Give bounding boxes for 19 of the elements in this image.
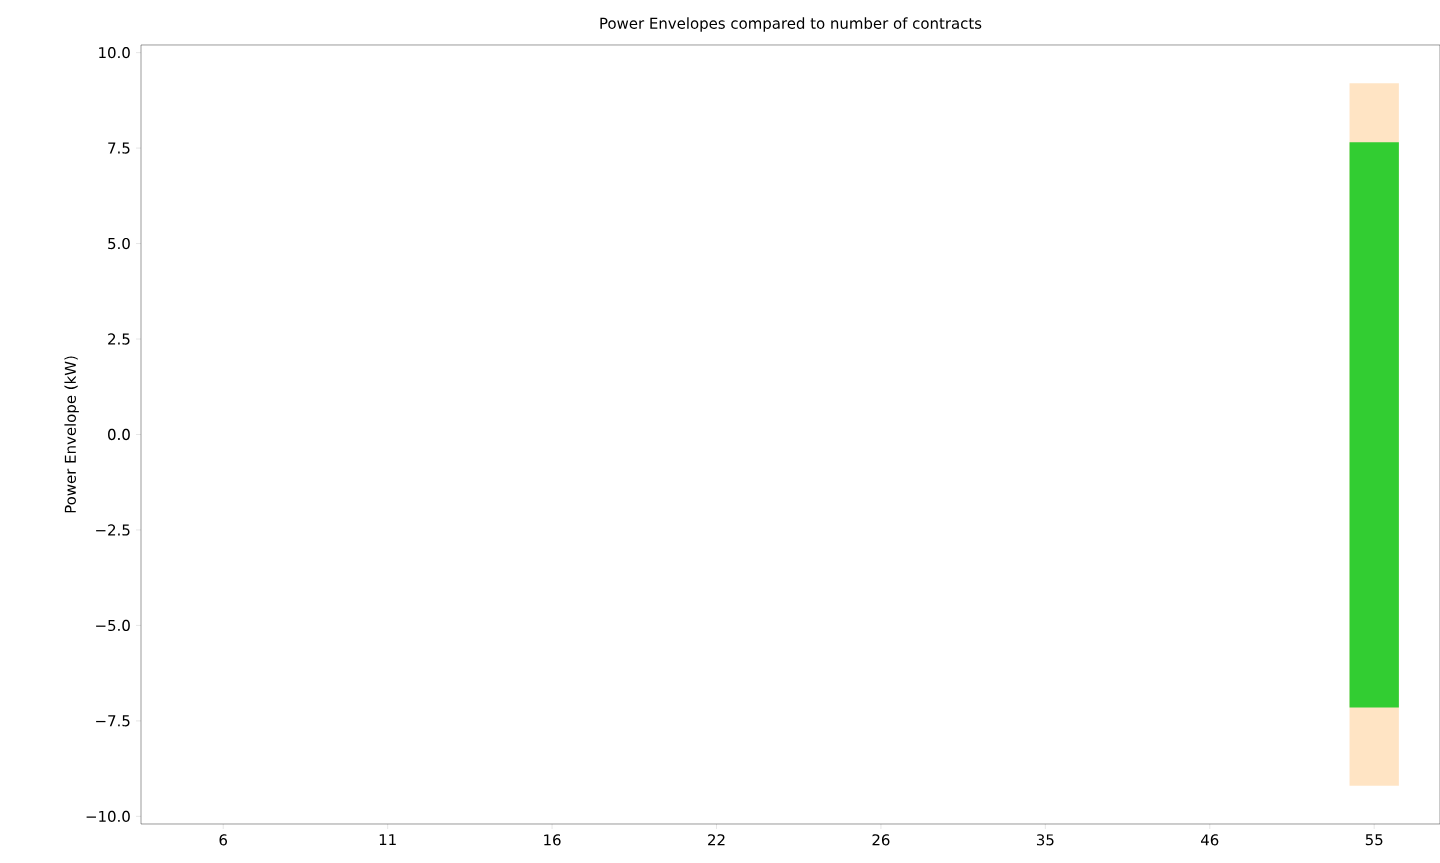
- y-tick-label: 5.0: [108, 237, 130, 250]
- x-tick-label: 26: [872, 834, 890, 846]
- y-tick-label: −5.0: [96, 619, 130, 632]
- y-tick-label: 10.0: [99, 46, 130, 59]
- y-axis-title: Power Envelope (kW): [64, 356, 79, 513]
- x-tick-label: 6: [219, 834, 228, 846]
- y-tick-label: 7.5: [108, 142, 130, 154]
- x-tick-label: 35: [1036, 834, 1054, 846]
- y-tick-label: 0.0: [108, 428, 130, 441]
- x-tick-label: 46: [1201, 834, 1219, 846]
- x-tick-label: 11: [379, 834, 396, 846]
- chart-title: Power Envelopes compared to number of contracts: [600, 17, 982, 32]
- y-tick-label: −7.5: [96, 715, 130, 727]
- y-tick-label: −2.5: [96, 524, 130, 536]
- x-tick-label: 22: [708, 834, 725, 846]
- x-tick-label: 55: [1365, 834, 1383, 846]
- y-tick-label: −10.0: [86, 810, 130, 823]
- y-tick-label: 2.5: [108, 333, 130, 345]
- x-tick-label: 16: [544, 834, 561, 846]
